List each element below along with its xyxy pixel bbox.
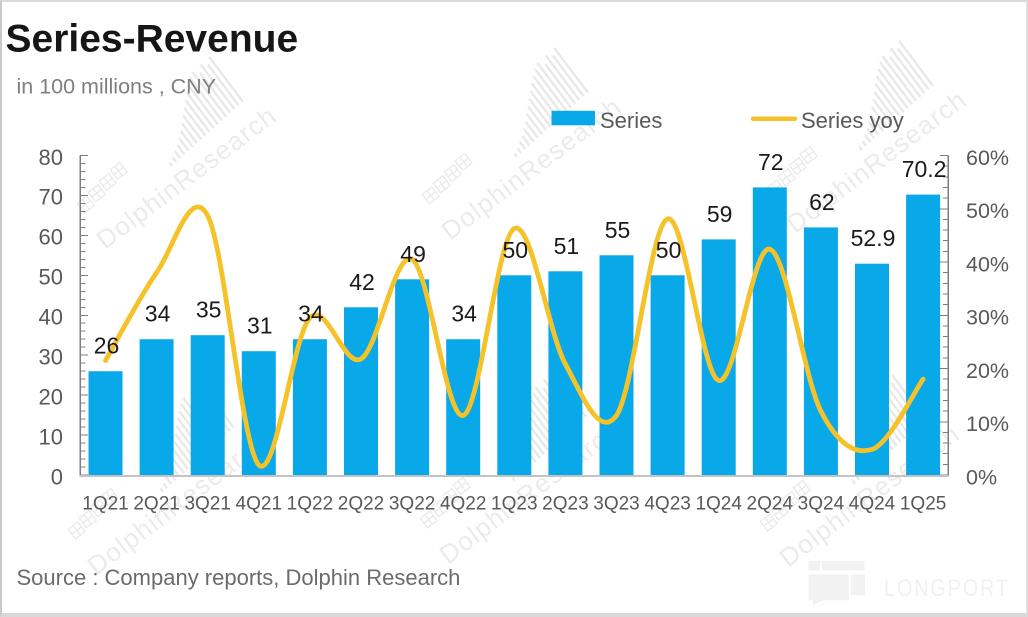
- svg-text:0%: 0%: [966, 465, 997, 489]
- svg-text:50: 50: [656, 237, 682, 263]
- svg-text:2Q24: 2Q24: [747, 494, 794, 515]
- svg-text:52.9: 52.9: [851, 225, 896, 251]
- svg-text:1Q21: 1Q21: [82, 494, 128, 515]
- svg-text:26: 26: [94, 333, 120, 359]
- svg-text:70: 70: [39, 185, 63, 210]
- svg-text:34: 34: [298, 301, 324, 327]
- svg-text:35: 35: [196, 297, 222, 323]
- svg-text:51: 51: [554, 233, 580, 259]
- svg-text:40: 40: [39, 305, 63, 330]
- svg-text:4Q22: 4Q22: [440, 494, 486, 515]
- svg-text:1Q22: 1Q22: [287, 494, 333, 515]
- svg-text:1Q25: 1Q25: [900, 494, 946, 515]
- svg-text:3Q22: 3Q22: [389, 494, 435, 515]
- svg-text:LONGPORT: LONGPORT: [884, 575, 1010, 602]
- svg-text:20%: 20%: [966, 359, 1009, 383]
- svg-text:3Q23: 3Q23: [593, 494, 639, 515]
- svg-text:4Q24: 4Q24: [849, 494, 896, 515]
- svg-text:Series: Series: [600, 108, 662, 133]
- svg-text:60: 60: [39, 225, 63, 250]
- svg-text:60%: 60%: [966, 146, 1009, 170]
- svg-text:34: 34: [451, 301, 477, 327]
- svg-text:20: 20: [39, 384, 63, 409]
- svg-text:10%: 10%: [966, 412, 1009, 436]
- svg-text:42: 42: [349, 269, 375, 295]
- svg-text:55: 55: [605, 217, 631, 243]
- svg-text:70.2: 70.2: [902, 156, 947, 182]
- svg-text:2Q22: 2Q22: [338, 494, 384, 515]
- svg-text:2Q23: 2Q23: [542, 494, 588, 515]
- svg-text:59: 59: [707, 201, 733, 227]
- svg-text:49: 49: [400, 241, 426, 267]
- svg-text:50: 50: [503, 237, 529, 263]
- svg-text:10: 10: [39, 424, 63, 449]
- svg-text:1Q24: 1Q24: [695, 494, 742, 515]
- svg-text:80: 80: [39, 145, 63, 170]
- svg-text:30%: 30%: [966, 306, 1009, 330]
- svg-text:0: 0: [51, 464, 63, 489]
- svg-text:3Q24: 3Q24: [798, 494, 845, 515]
- svg-text:40%: 40%: [966, 252, 1009, 276]
- svg-text:Series yoy: Series yoy: [801, 108, 904, 133]
- svg-text:30: 30: [39, 345, 63, 370]
- svg-text:Source : Company reports, Dolp: Source : Company reports, Dolphin Resear…: [17, 565, 461, 590]
- svg-text:in 100 millions , CNY: in 100 millions , CNY: [17, 75, 217, 99]
- svg-text:72: 72: [758, 149, 784, 175]
- svg-text:50: 50: [39, 265, 63, 290]
- svg-text:4Q23: 4Q23: [644, 494, 690, 515]
- svg-text:1Q23: 1Q23: [491, 494, 537, 515]
- svg-text:34: 34: [145, 301, 171, 327]
- svg-text:3Q21: 3Q21: [184, 494, 230, 515]
- svg-text:62: 62: [809, 189, 835, 215]
- svg-text:4Q21: 4Q21: [236, 494, 282, 515]
- svg-text:50%: 50%: [966, 199, 1009, 223]
- svg-text:31: 31: [247, 313, 273, 339]
- svg-text:Series-Revenue: Series-Revenue: [6, 18, 299, 61]
- svg-text:2Q21: 2Q21: [133, 494, 179, 515]
